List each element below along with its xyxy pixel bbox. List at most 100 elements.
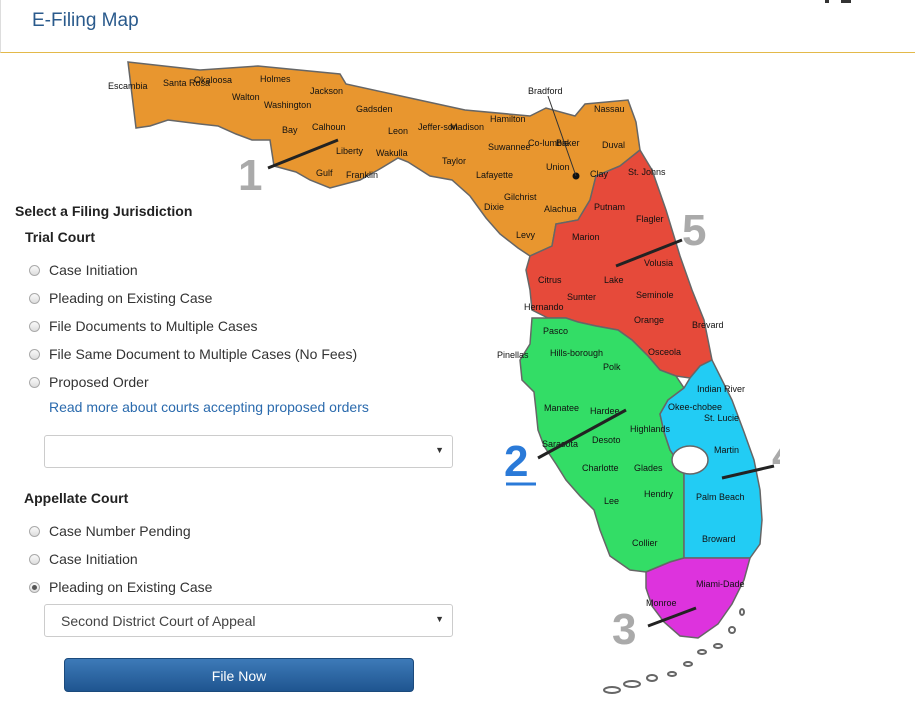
file-now-button[interactable]: File Now <box>64 658 414 692</box>
county-label: Marion <box>572 232 600 242</box>
trial-option-proposed-order[interactable]: Proposed Order <box>29 372 149 392</box>
bradford-leader <box>547 95 577 177</box>
florida-keys <box>603 608 745 694</box>
appellate-court-title: Appellate Court <box>24 490 129 506</box>
county-label: Okaloosa <box>194 75 232 85</box>
county-label: Manatee <box>544 403 579 413</box>
county-label: Gilchrist <box>504 192 537 202</box>
option-label: Proposed Order <box>49 374 149 390</box>
county-label: Flagler <box>636 214 664 224</box>
county-label: Leon <box>388 126 408 136</box>
appellate-option-case-number-pending[interactable]: Case Number Pending <box>29 521 191 541</box>
corner-mark <box>823 0 853 3</box>
county-label: St. Lucie <box>704 413 739 423</box>
district-markers <box>267 138 775 628</box>
district-2-number[interactable]: 2 <box>504 437 528 486</box>
district-4-region[interactable] <box>659 358 763 559</box>
radio-button[interactable] <box>29 348 40 360</box>
county-label: Martin <box>714 445 739 455</box>
county-label: Miami-Dade <box>696 579 745 589</box>
trial-court-select[interactable]: ▼ <box>44 435 453 468</box>
option-label: File Same Document to Multiple Cases (No… <box>49 346 358 362</box>
county-label: Brevard <box>692 320 724 330</box>
county-label: Co-lumbia <box>528 138 569 148</box>
radio-button[interactable] <box>29 553 40 565</box>
proposed-orders-link[interactable]: Read more about courts accepting propose… <box>49 399 369 415</box>
county-label: Bay <box>282 125 298 135</box>
district-3-number[interactable]: 3 <box>612 605 636 654</box>
radio-button[interactable] <box>29 320 40 332</box>
county-label: Bradford <box>528 86 563 96</box>
county-label: Alachua <box>544 204 577 214</box>
page-title: E-Filing Map <box>32 10 139 31</box>
county-label: Sumter <box>567 292 596 302</box>
district-1-region[interactable] <box>127 61 641 257</box>
county-label: Palm Beach <box>696 492 745 502</box>
county-label: Nassau <box>594 104 625 114</box>
county-label: Dixie <box>484 202 504 212</box>
county-label: Baker <box>556 138 580 148</box>
county-label: Hardee <box>590 406 620 416</box>
appellate-option-pleading-existing[interactable]: Pleading on Existing Case <box>29 577 212 597</box>
chevron-down-icon: ▼ <box>435 614 444 624</box>
trial-option-case-initiation[interactable]: Case Initiation <box>29 260 138 280</box>
county-label: Madison <box>450 122 484 132</box>
option-label: Pleading on Existing Case <box>49 579 213 595</box>
county-label: Wakulla <box>376 148 408 158</box>
county-label: Walton <box>232 92 260 102</box>
county-label: Collier <box>632 538 658 548</box>
county-label: Indian River <box>697 384 745 394</box>
county-label: Franklin <box>346 170 378 180</box>
county-label: Suwannee <box>488 142 531 152</box>
appellate-court-select[interactable]: Second District Court of Appeal ▼ <box>44 604 453 637</box>
trial-court-title: Trial Court <box>25 229 96 245</box>
district-5-number[interactable]: 5 <box>682 206 706 255</box>
option-label: Case Initiation <box>49 551 138 567</box>
county-label: Calhoun <box>312 122 346 132</box>
trial-option-same-document[interactable]: File Same Document to Multiple Cases (No… <box>29 344 357 364</box>
county-label: Glades <box>634 463 663 473</box>
county-label: Liberty <box>336 146 364 156</box>
county-label: Union <box>546 162 570 172</box>
county-label: Duval <box>602 140 625 150</box>
county-label: Washington <box>264 100 311 110</box>
radio-button[interactable] <box>29 525 40 537</box>
county-label: Lafayette <box>476 170 513 180</box>
county-label: Polk <box>603 362 621 372</box>
county-label: St. Johns <box>628 167 666 177</box>
option-label: Case Number Pending <box>49 523 191 539</box>
trial-option-multiple-cases[interactable]: File Documents to Multiple Cases <box>29 316 258 336</box>
radio-button-selected[interactable] <box>29 581 40 593</box>
option-label: File Documents to Multiple Cases <box>49 318 258 334</box>
county-label: Desoto <box>592 435 621 445</box>
county-label: Seminole <box>636 290 674 300</box>
florida-map[interactable]: Escambia Santa Rosa Okaloosa Walton Holm… <box>100 55 780 700</box>
county-label: Okee-chobee <box>668 402 722 412</box>
county-label: Hills-borough <box>550 348 603 358</box>
county-label: Gadsden <box>356 104 393 114</box>
county-label: Clay <box>590 169 609 179</box>
county-label: Pinellas <box>497 350 529 360</box>
district-1-number[interactable]: 1 <box>238 151 262 200</box>
county-label: Sarasota <box>542 439 578 449</box>
page-header: E-Filing Map <box>0 0 915 53</box>
appellate-option-case-initiation[interactable]: Case Initiation <box>29 549 138 569</box>
radio-button[interactable] <box>29 264 40 276</box>
option-label: Pleading on Existing Case <box>49 290 213 306</box>
radio-button[interactable] <box>29 292 40 304</box>
county-label: Hendry <box>644 489 674 499</box>
county-label: Jeffer-son <box>418 122 458 132</box>
trial-option-pleading-existing[interactable]: Pleading on Existing Case <box>29 288 212 308</box>
option-label: Case Initiation <box>49 262 138 278</box>
district-4-number[interactable]: 4 <box>772 431 780 480</box>
county-label: Taylor <box>442 156 466 166</box>
county-label: Volusia <box>644 258 673 268</box>
county-label: Santa Rosa <box>163 78 210 88</box>
county-label: Lee <box>604 496 619 506</box>
county-label: Lake <box>604 275 624 285</box>
county-label: Broward <box>702 534 736 544</box>
radio-button[interactable] <box>29 376 40 388</box>
county-label: Pasco <box>543 326 568 336</box>
county-label: Holmes <box>260 74 291 84</box>
county-label: Escambia <box>108 81 148 91</box>
